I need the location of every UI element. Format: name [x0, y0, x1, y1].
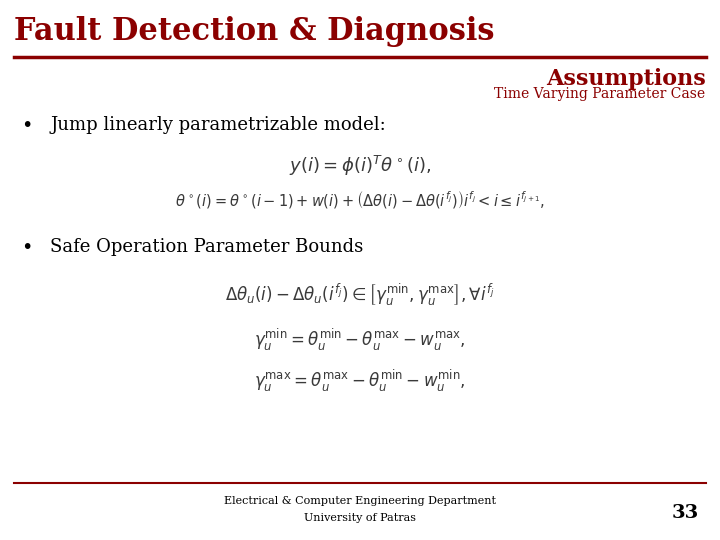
Text: $y(i) = \phi(i)^T \theta^\circ(i),$: $y(i) = \phi(i)^T \theta^\circ(i),$ [289, 154, 431, 178]
Text: $\theta^\circ(i) = \theta^\circ(i-1) + w(i) + \left(\Delta\theta(i) - \Delta\the: $\theta^\circ(i) = \theta^\circ(i-1) + w… [175, 189, 545, 210]
Text: Electrical & Computer Engineering Department: Electrical & Computer Engineering Depart… [224, 496, 496, 506]
Text: $\Delta\theta_u(i) - \Delta\theta_u\left(i^{f_j}\right) \in \left[\gamma_u^{\min: $\Delta\theta_u(i) - \Delta\theta_u\left… [225, 282, 495, 308]
Text: •: • [22, 238, 33, 256]
Text: 33: 33 [671, 504, 698, 522]
Text: Time Varying Parameter Case: Time Varying Parameter Case [495, 87, 706, 102]
Text: $\gamma_u^{\min} = \theta_u^{\min} - \theta_u^{\max} - w_u^{\max},$: $\gamma_u^{\min} = \theta_u^{\min} - \th… [254, 327, 466, 353]
Text: Jump linearly parametrizable model:: Jump linearly parametrizable model: [50, 116, 386, 134]
Text: Assumptions: Assumptions [546, 68, 706, 90]
Text: Fault Detection & Diagnosis: Fault Detection & Diagnosis [14, 16, 495, 47]
Text: University of Patras: University of Patras [304, 513, 416, 523]
Text: •: • [22, 116, 33, 135]
Text: Safe Operation Parameter Bounds: Safe Operation Parameter Bounds [50, 238, 364, 255]
Text: $\gamma_u^{\max} = \theta_u^{\max} - \theta_u^{\min} - w_u^{\min},$: $\gamma_u^{\max} = \theta_u^{\max} - \th… [254, 368, 466, 395]
